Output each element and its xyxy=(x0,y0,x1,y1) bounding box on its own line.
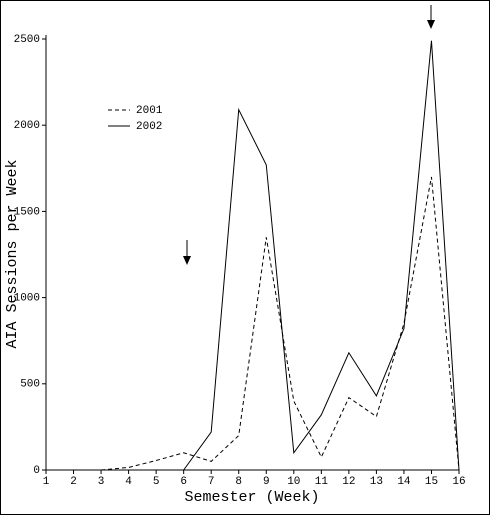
x-tick-label: 2 xyxy=(70,476,77,488)
x-tick-label: 12 xyxy=(342,476,355,488)
legend-label: 2001 xyxy=(136,105,163,117)
series-line xyxy=(183,40,460,471)
x-tick-label: 9 xyxy=(263,476,270,488)
x-tick-label: 4 xyxy=(125,476,132,488)
x-tick-label: 10 xyxy=(287,476,300,488)
y-tick-label: 1500 xyxy=(14,206,40,218)
x-tick-label: 1 xyxy=(43,476,50,488)
x-tick-label: 14 xyxy=(397,476,411,488)
x-tick-label: 6 xyxy=(180,476,187,488)
y-tick-label: 2500 xyxy=(14,34,40,46)
series-line xyxy=(101,176,460,471)
x-axis-title: Semester (Week) xyxy=(184,489,319,506)
x-tick-label: 5 xyxy=(153,476,160,488)
x-tick-label: 3 xyxy=(98,476,105,488)
x-tick-label: 15 xyxy=(425,476,438,488)
x-tick-label: 13 xyxy=(370,476,383,488)
y-tick-label: 2000 xyxy=(14,120,40,132)
x-tick-label: 11 xyxy=(315,476,329,488)
x-tick-label: 8 xyxy=(235,476,242,488)
annotation-arrow xyxy=(183,240,191,265)
y-tick-label: 0 xyxy=(33,465,40,477)
legend-label: 2002 xyxy=(136,121,162,133)
x-tick-label: 16 xyxy=(452,476,465,488)
y-axis-title: AIA Sessions per Week xyxy=(4,159,21,348)
y-tick-label: 1000 xyxy=(14,293,40,305)
annotation-arrow xyxy=(427,5,435,29)
x-tick-label: 7 xyxy=(208,476,215,488)
y-tick-label: 500 xyxy=(20,379,40,391)
